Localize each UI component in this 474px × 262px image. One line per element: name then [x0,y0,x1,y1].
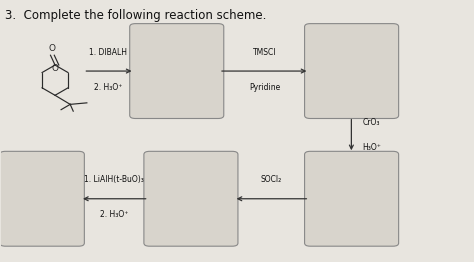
Text: 1. LiAlH(t-BuO)₃: 1. LiAlH(t-BuO)₃ [84,176,144,184]
Text: 2. H₃O⁺: 2. H₃O⁺ [94,83,123,92]
Text: SOCl₂: SOCl₂ [261,176,282,184]
FancyBboxPatch shape [305,24,399,118]
FancyBboxPatch shape [130,24,224,118]
Text: TMSCI: TMSCI [253,48,276,57]
FancyBboxPatch shape [0,151,84,246]
Text: 3.  Complete the following reaction scheme.: 3. Complete the following reaction schem… [5,8,267,21]
FancyBboxPatch shape [305,151,399,246]
Text: 1. DIBALH: 1. DIBALH [90,48,128,57]
FancyBboxPatch shape [144,151,238,246]
Text: 2. H₃O⁺: 2. H₃O⁺ [100,210,128,220]
Text: O: O [52,64,59,73]
Text: H₃O⁺: H₃O⁺ [362,143,381,152]
Text: CrO₃: CrO₃ [362,118,380,127]
Text: Pyridine: Pyridine [249,83,280,92]
Text: O: O [49,45,56,53]
